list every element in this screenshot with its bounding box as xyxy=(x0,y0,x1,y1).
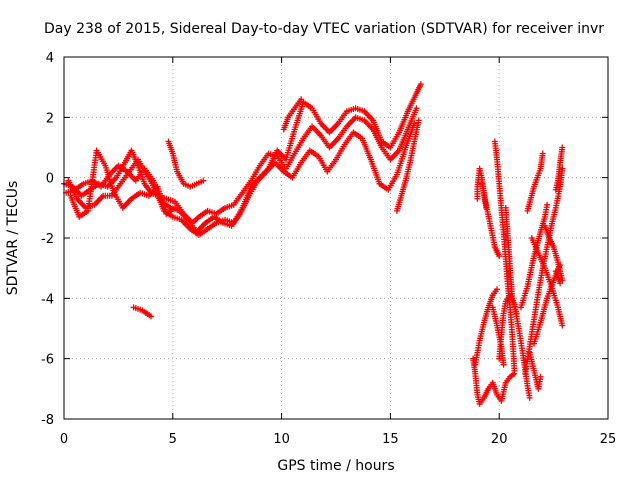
data-point xyxy=(557,280,564,287)
data-point xyxy=(298,96,305,103)
chart-title: Day 238 of 2015, Sidereal Day-to-day VTE… xyxy=(44,21,604,37)
plot-frame xyxy=(63,56,609,420)
data-point xyxy=(415,117,422,124)
y-tick-label: -8 xyxy=(41,413,54,428)
data-point xyxy=(474,195,481,202)
x-tick-label: 10 xyxy=(273,432,290,447)
y-tick-label: -2 xyxy=(41,232,54,247)
data-point xyxy=(526,394,533,401)
data-point xyxy=(411,120,418,127)
data-point xyxy=(539,150,546,157)
data-point xyxy=(500,361,507,368)
data-point xyxy=(417,81,424,88)
axis-ticks: 0 5 10 15 20 25 -8 -6 -4 -2 0 2 4 xyxy=(41,51,616,447)
data-point xyxy=(513,310,520,317)
data-point xyxy=(537,373,544,380)
y-axis-label: SDTVAR / TECUs xyxy=(5,181,21,296)
x-axis-label: GPS time / hours xyxy=(277,458,394,474)
data-points xyxy=(61,81,566,407)
y-tick-label: 4 xyxy=(46,51,54,66)
data-point xyxy=(559,322,566,329)
data-point xyxy=(148,313,155,320)
data-point xyxy=(413,105,420,112)
data-point xyxy=(511,367,518,374)
data-point xyxy=(544,201,551,208)
y-tick-label: -6 xyxy=(41,353,54,368)
y-tick-label: 2 xyxy=(46,111,54,126)
y-tick-label: 0 xyxy=(46,172,54,187)
data-point xyxy=(200,177,207,184)
x-tick-label: 5 xyxy=(169,432,177,447)
data-point xyxy=(496,253,503,260)
data-point xyxy=(559,277,566,284)
x-tick-label: 15 xyxy=(382,432,399,447)
y-tick-label: -4 xyxy=(41,292,54,307)
data-point xyxy=(494,286,501,293)
data-point xyxy=(171,204,178,211)
x-tick-label: 25 xyxy=(600,432,617,447)
x-tick-label: 0 xyxy=(60,432,68,447)
x-tick-label: 20 xyxy=(491,432,508,447)
data-point xyxy=(559,144,566,151)
grid-lines xyxy=(64,57,608,419)
